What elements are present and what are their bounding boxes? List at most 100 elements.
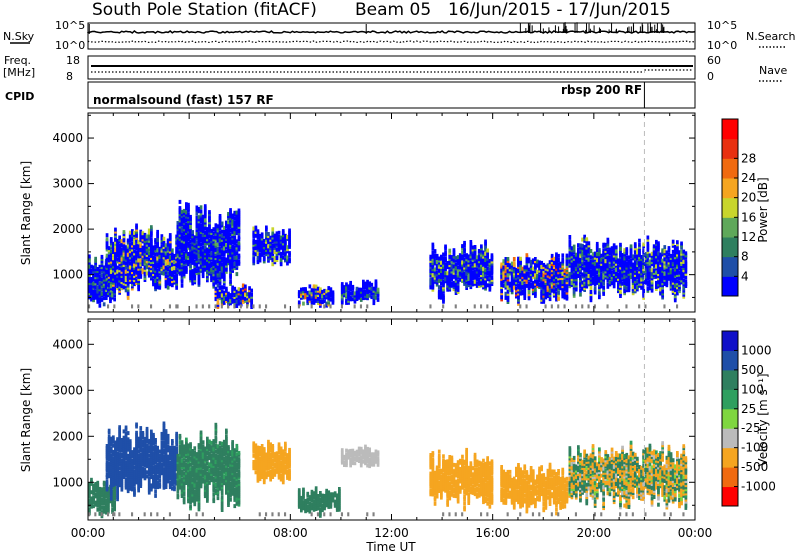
echo-cell: [225, 287, 228, 291]
echo-cell: [491, 276, 494, 280]
cpid-mode-2: rbsp 200 RF: [561, 83, 642, 97]
echo-cell: [557, 258, 560, 262]
echo-cell: [118, 236, 121, 240]
colorbar-tick-label: 24: [741, 171, 756, 185]
freq-traces: [91, 66, 693, 72]
ground-scatter-cell: [575, 304, 577, 308]
colorbar-segment: [722, 119, 738, 139]
ground-scatter-cell: [480, 304, 482, 308]
echo-cell: [238, 260, 241, 264]
ground-scatter-cell: [240, 304, 242, 308]
echo-cell: [156, 230, 159, 234]
colorbar-tick-label: 20: [741, 191, 756, 205]
colorbar-tick-label: 8: [741, 250, 749, 264]
echo-cell: [598, 291, 601, 295]
echo-cell: [377, 288, 380, 292]
echo-cell: [491, 253, 494, 257]
ground-scatter-cell: [298, 304, 300, 308]
echo-cell: [135, 224, 138, 228]
echo-cell: [590, 286, 593, 290]
echo-cell: [672, 240, 675, 244]
echo-cell: [607, 238, 610, 242]
nsky-traces: [88, 22, 695, 42]
echo-cell: [594, 286, 597, 290]
echo-cell: [480, 244, 483, 248]
echo-cell: [602, 286, 605, 290]
echo-cell: [298, 300, 301, 304]
ground-scatter-cell: [196, 304, 198, 308]
echo-cell: [304, 287, 307, 291]
ground-scatter-cell: [227, 304, 229, 308]
echo-cell: [638, 239, 641, 243]
ground-scatter-cell: [259, 304, 261, 308]
ground-scatter-cell: [486, 304, 488, 308]
echo-cell: [561, 253, 564, 257]
echo-cell: [208, 210, 211, 214]
echo-cell: [250, 293, 253, 297]
power-echo-cells: [88, 113, 687, 312]
echo-cell: [634, 242, 637, 246]
echo-cell: [96, 481, 99, 485]
echo-cell: [229, 280, 232, 284]
echo-cell: [434, 249, 437, 253]
echo-cell: [175, 276, 178, 280]
echo-cell: [112, 435, 115, 439]
echo-cell: [680, 242, 683, 246]
echo-cell: [150, 238, 153, 242]
nave-label: Nave: [759, 64, 787, 77]
colorbar-segment: [722, 158, 738, 178]
echo-cell: [657, 241, 660, 245]
echo-cell: [238, 254, 241, 258]
echo-cell: [217, 301, 220, 305]
echo-cell: [685, 276, 688, 280]
echo-cell: [569, 235, 572, 239]
echo-cell: [573, 245, 576, 249]
freq-unit-label: [MHz]: [3, 66, 35, 79]
ground-scatter-cell: [581, 304, 583, 308]
nsky-tick-top: 10^5: [55, 19, 85, 32]
echo-cell: [352, 285, 355, 289]
colorbar-segment: [722, 198, 738, 218]
colorbar-tick-label: 12: [741, 230, 756, 244]
echo-cell: [463, 247, 466, 251]
echo-cell: [625, 247, 628, 251]
echo-cell: [647, 236, 650, 240]
echo-cell: [221, 222, 224, 226]
echo-cell: [108, 429, 111, 433]
echo-cell: [171, 248, 174, 252]
echo-cell: [110, 237, 113, 241]
ground-scatter-cell: [252, 304, 254, 308]
echo-cell: [590, 290, 593, 294]
ground-scatter-cell: [107, 304, 109, 308]
echo-cell: [647, 242, 650, 246]
ground-scatter-cell: [588, 304, 590, 308]
echo-cell: [453, 248, 456, 252]
ground-scatter-cell: [638, 304, 640, 308]
echo-cell: [106, 479, 109, 483]
echo-cell: [596, 242, 599, 246]
echo-cell: [375, 279, 378, 283]
echo-cell: [191, 230, 194, 234]
colorbar-tick-label: 28: [741, 151, 756, 165]
echo-cell: [187, 203, 190, 207]
echo-cell: [685, 251, 688, 255]
y-tick-label: 2000: [52, 222, 83, 236]
echo-cell: [265, 226, 268, 230]
echo-cell: [444, 245, 447, 249]
echo-cell: [244, 285, 247, 289]
echo-cell: [200, 209, 203, 213]
echo-cell: [448, 249, 451, 253]
echo-cell: [129, 439, 132, 443]
ground-scatter-cell: [455, 304, 457, 308]
ground-scatter-cell: [676, 304, 678, 308]
echo-cell: [444, 257, 447, 261]
ground-scatter-cell: [94, 512, 96, 516]
ground-scatter-cell: [221, 304, 223, 308]
echo-cell: [526, 253, 529, 257]
ground-scatter-cell: [137, 304, 139, 308]
ground-scatter-cell: [557, 304, 559, 308]
nsky-label: N.Sky: [3, 30, 35, 43]
ground-scatter-cell: [607, 304, 609, 308]
